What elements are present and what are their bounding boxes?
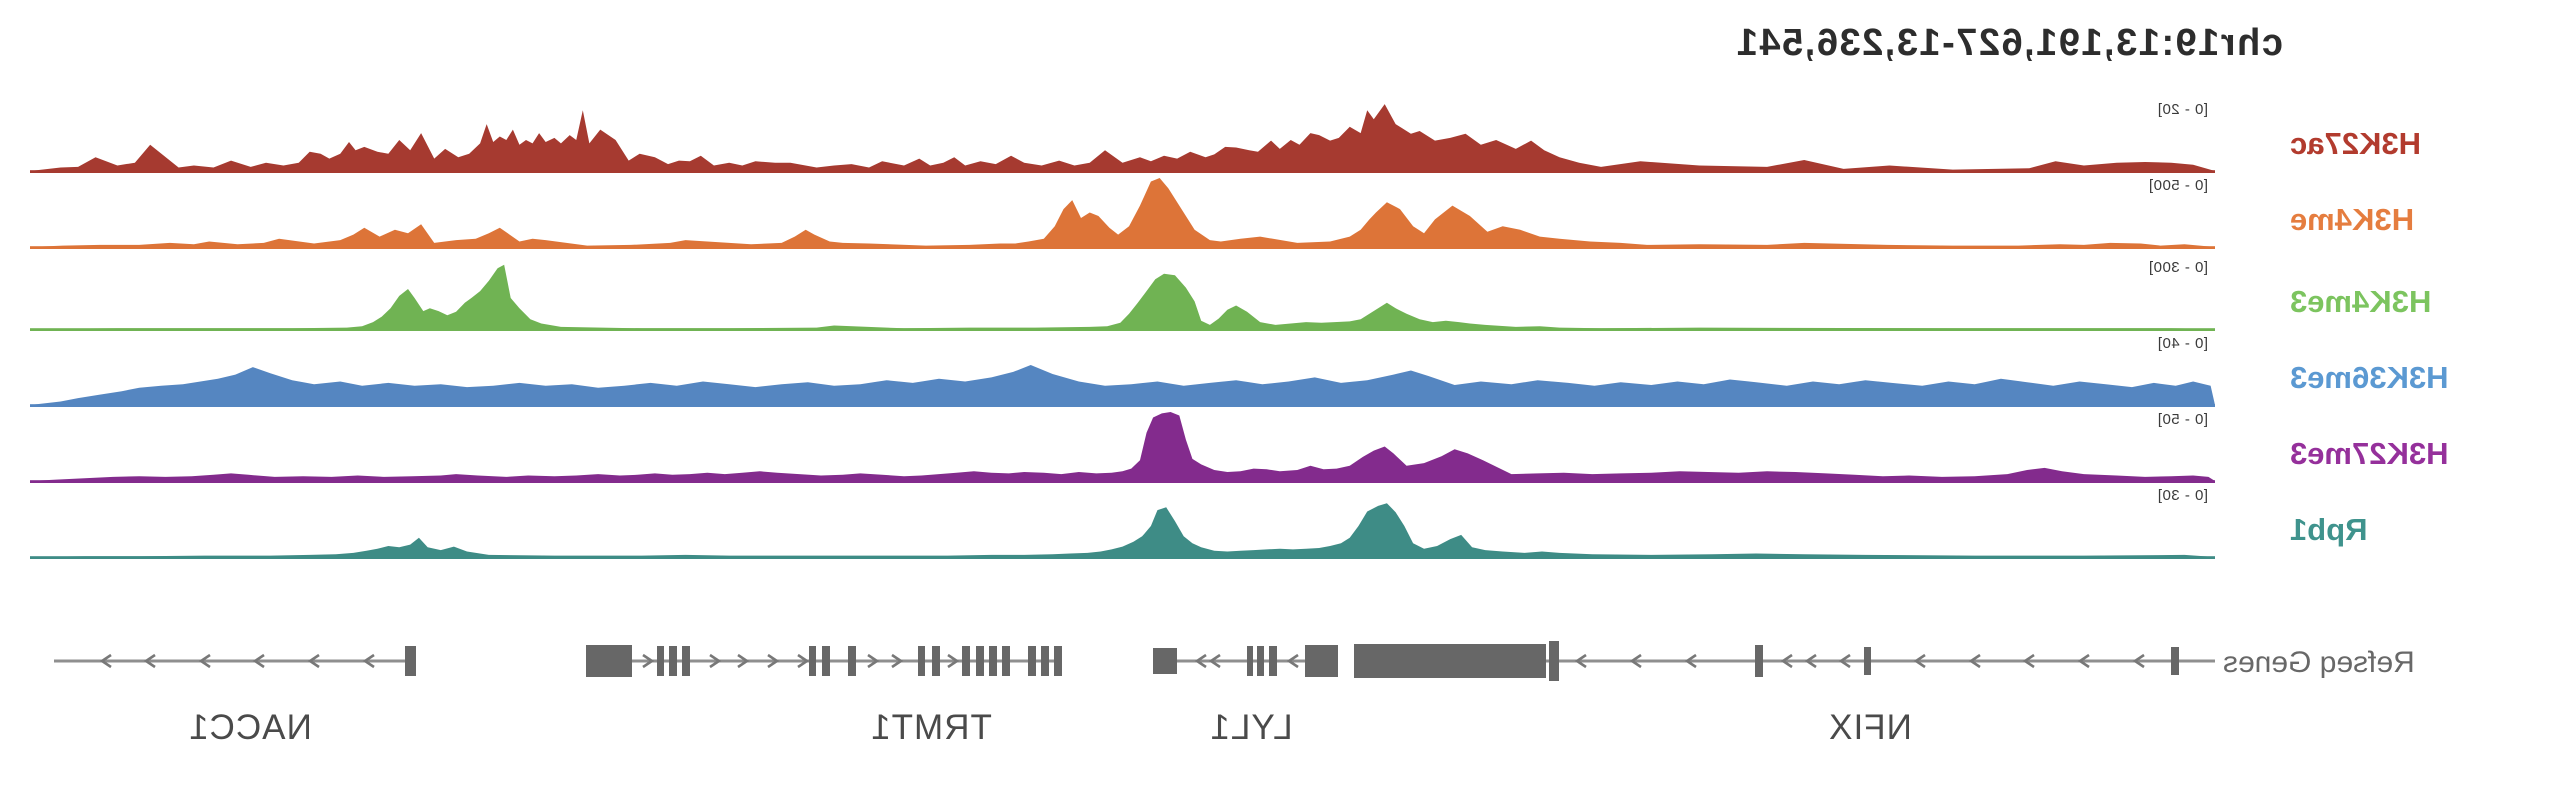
signal-area-rpb1 <box>30 503 2215 559</box>
track-h3k36me3: [0 - 40] H3K36me3 <box>0 334 2562 408</box>
track-label-rpb1: Rpb1 <box>2290 512 2368 547</box>
signal-area-h3k36me3 <box>30 365 2215 407</box>
signal-area-h3k27ac <box>30 104 2215 173</box>
gene-name-nacc1: NACC1 <box>188 708 312 747</box>
track-h3k4me3: [0 - 300] H3K4me3 <box>0 258 2562 332</box>
track-h3k4me: [0 - 500] H3K4me <box>0 176 2562 250</box>
data-range-label: [0 - 40] <box>2157 335 2208 352</box>
gene-name-nfix: NFIX <box>1828 708 1912 747</box>
track-label-h3k4me: H3K4me <box>2290 202 2415 237</box>
data-range-label: [0 - 30] <box>2157 487 2208 504</box>
track-label-h3k27ac: H3K27ac <box>2290 126 2421 161</box>
track-label-h3k36me3: H3K36me3 <box>2290 360 2449 395</box>
track-h3k27ac: [0 - 20] H3K27ac <box>0 100 2562 174</box>
refseq-genes-track <box>54 641 2215 681</box>
track-rpb1: [0 - 30] Rpb1 <box>0 486 2562 560</box>
locus-title: chr19:13,191,627-13,236,541 <box>1735 22 2283 64</box>
track-h3k27me3: [0 - 50] H3K27me3 <box>0 410 2562 484</box>
signal-area-h3k4me <box>30 178 2215 249</box>
data-range-label: [0 - 20] <box>2157 101 2208 118</box>
data-range-label: [0 - 500] <box>2148 177 2208 194</box>
signal-area-h3k27me3 <box>30 412 2215 483</box>
track-label-h3k27me3: H3K27me3 <box>2290 436 2449 471</box>
gene-name-lyl1: LYL1 <box>1209 708 1293 747</box>
data-range-label: [0 - 50] <box>2157 411 2208 428</box>
refseq-genes-label: Refseq Genes <box>2223 646 2415 679</box>
gene-name-trmt1: TRMT1 <box>870 708 992 747</box>
signal-area-h3k4me3 <box>30 264 2215 331</box>
track-label-h3k4me3: H3K4me3 <box>2290 284 2432 319</box>
data-range-label: [0 - 300] <box>2148 259 2208 276</box>
